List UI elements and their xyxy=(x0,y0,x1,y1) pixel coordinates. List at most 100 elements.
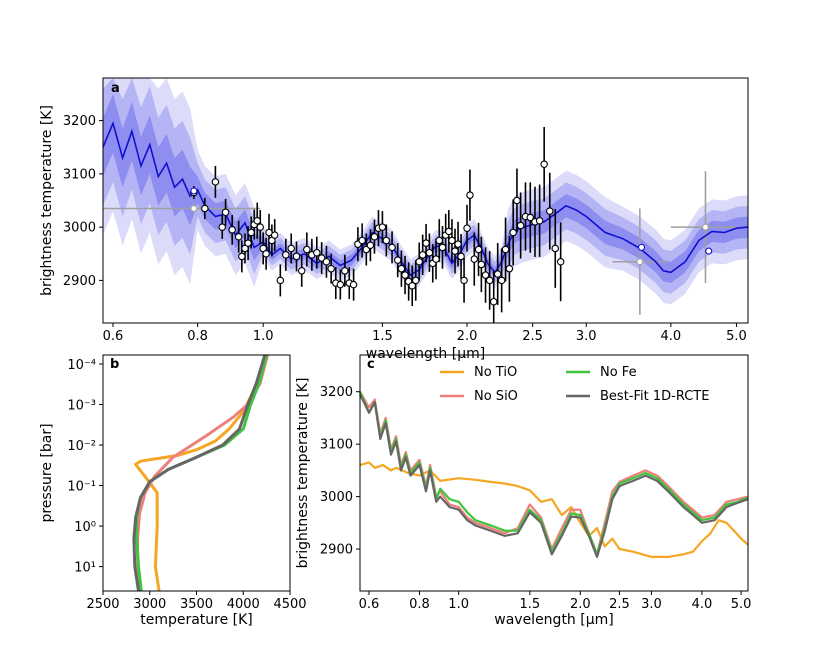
observed-point xyxy=(221,208,230,216)
panel-a-ytick-label: 3100 xyxy=(63,167,96,182)
panel-b-ytick-label: 10¹ xyxy=(74,561,96,576)
panel-c-xtick-label: 0.8 xyxy=(409,597,430,612)
legend-label-best-fit: Best-Fit 1D-RCTE xyxy=(600,389,709,404)
observed-point xyxy=(418,251,427,259)
panel-a-frame xyxy=(102,77,749,324)
observed-point xyxy=(411,276,420,285)
profile-no_tio xyxy=(134,354,267,592)
photometry-point xyxy=(636,258,644,266)
observed-point xyxy=(501,245,510,254)
panel-b-ylabel: pressure [bar] xyxy=(39,423,55,522)
observed-point xyxy=(526,213,535,222)
model-band-point xyxy=(705,247,713,255)
observed-point xyxy=(457,252,465,261)
observed-point xyxy=(493,270,502,278)
panel-c-axes: 0.6 0.8 1.0 1.5 2.0 2.5 3.0 4.0 5.0 2900 3000 3100 3… xyxy=(320,385,752,612)
model-band-point xyxy=(637,243,646,251)
observed-point xyxy=(516,221,525,230)
observed-point xyxy=(287,244,295,253)
observed-point xyxy=(336,280,345,289)
observed-point xyxy=(481,271,490,279)
panel-b-xlabel: temperature [K] xyxy=(140,612,253,628)
observed-point xyxy=(276,276,285,285)
observed-point xyxy=(378,223,387,231)
observed-point xyxy=(234,232,243,241)
observed-point xyxy=(497,276,506,285)
observed-point xyxy=(546,207,554,215)
panel-a-xtick-label: 0.6 xyxy=(103,329,124,344)
observed-point xyxy=(401,271,409,279)
panel-c-ytick-label: 3100 xyxy=(320,438,353,453)
observed-point xyxy=(322,257,331,266)
panel-b-ytick-label: 10⁻¹ xyxy=(67,480,96,495)
observed-point xyxy=(535,216,544,225)
panel-b-ytick-label: 10⁻³ xyxy=(67,399,96,414)
panel-c-ytick-label: 3200 xyxy=(320,385,353,400)
panel-a-xtick-label: 1.5 xyxy=(372,329,393,344)
observed-point xyxy=(282,251,290,259)
observed-point xyxy=(388,243,396,252)
panel-b-xtick-label: 3500 xyxy=(180,597,213,612)
panel-b-axes: 2500 3000 3500 4000 4500 10⁻⁴ 10⁻³ 10⁻² 10⁻¹ 10⁰ 1… xyxy=(67,358,306,612)
observed-point xyxy=(358,236,366,245)
panel-c-ylabel: brightness temperature [K] xyxy=(295,378,311,569)
spectrum-best_fit xyxy=(359,393,749,559)
observed-point xyxy=(397,264,406,273)
observed-point xyxy=(466,191,474,199)
panel-b-xtick-label: 2500 xyxy=(86,597,119,612)
panel-a-xtick-label: 5.0 xyxy=(726,329,747,344)
observed-point xyxy=(292,252,301,261)
panel-a-xtick-label: 2.0 xyxy=(457,329,478,344)
legend-label-no-tio: No TiO xyxy=(474,365,517,380)
observed-point xyxy=(422,239,430,247)
observed-point xyxy=(415,257,423,266)
legend-label-no-fe: No Fe xyxy=(600,365,637,380)
panel-c-label: c xyxy=(367,357,375,372)
panel-c: 0.6 0.8 1.0 1.5 2.0 2.5 3.0 4.0 5.0 2900 3000 3100 3… xyxy=(295,354,752,628)
panel-a-label: a xyxy=(111,81,120,96)
observed-point xyxy=(327,264,335,273)
observed-point xyxy=(477,260,486,269)
observed-spectrum-points xyxy=(190,127,713,323)
observed-point xyxy=(540,160,548,169)
profile-best_fit xyxy=(132,354,267,592)
observed-point xyxy=(349,280,358,289)
panel-c-ytick-label: 2900 xyxy=(320,543,353,558)
panel-b-frame xyxy=(102,354,291,592)
observed-point xyxy=(505,264,514,273)
observed-point xyxy=(262,250,270,258)
model-spectra-lines xyxy=(358,391,749,559)
observed-point xyxy=(448,236,456,245)
observed-point xyxy=(435,236,444,245)
observed-point xyxy=(509,228,517,237)
observed-point xyxy=(244,239,252,247)
panel-a-ytick-label: 3200 xyxy=(63,114,96,129)
panel-c-ytick-label: 3000 xyxy=(320,490,353,505)
observed-point xyxy=(211,178,220,186)
observed-point xyxy=(489,297,498,306)
panel-c-xtick-label: 3.0 xyxy=(641,597,662,612)
observed-point xyxy=(270,231,279,239)
panel-a-axes: 0.6 0.8 1.0 1.5 2.0 2.5 3.0 4.0 5.0 2900 3000 3100 3… xyxy=(63,114,747,344)
observed-point xyxy=(370,232,379,241)
panel-b-xtick-label: 3000 xyxy=(133,597,166,612)
panel-b-ytick-label: 10⁻² xyxy=(67,439,96,454)
panel-b: 2500 3000 3500 4000 4500 10⁻⁴ 10⁻³ 10⁻² 10⁻¹ 10⁰ 1… xyxy=(39,354,307,628)
observed-point xyxy=(551,244,560,253)
observed-point xyxy=(247,228,255,237)
panel-a-ylabel: brightness temperature [K] xyxy=(39,105,55,296)
observed-point xyxy=(313,248,321,257)
observed-point xyxy=(460,276,468,285)
panel-a-xtick-label: 4.0 xyxy=(661,329,682,344)
observed-point xyxy=(451,247,459,255)
panel-a-xtick-label: 3.0 xyxy=(576,329,597,344)
temperature-pressure-profiles xyxy=(132,354,270,592)
observed-point xyxy=(341,267,349,275)
model-confidence-bands xyxy=(103,78,748,305)
panel-c-xtick-label: 2.5 xyxy=(609,597,630,612)
observed-point xyxy=(393,256,402,264)
panel-a-xtick-label: 2.5 xyxy=(522,329,543,344)
observed-point xyxy=(445,227,453,236)
panel-c-xtick-label: 4.0 xyxy=(692,597,713,612)
